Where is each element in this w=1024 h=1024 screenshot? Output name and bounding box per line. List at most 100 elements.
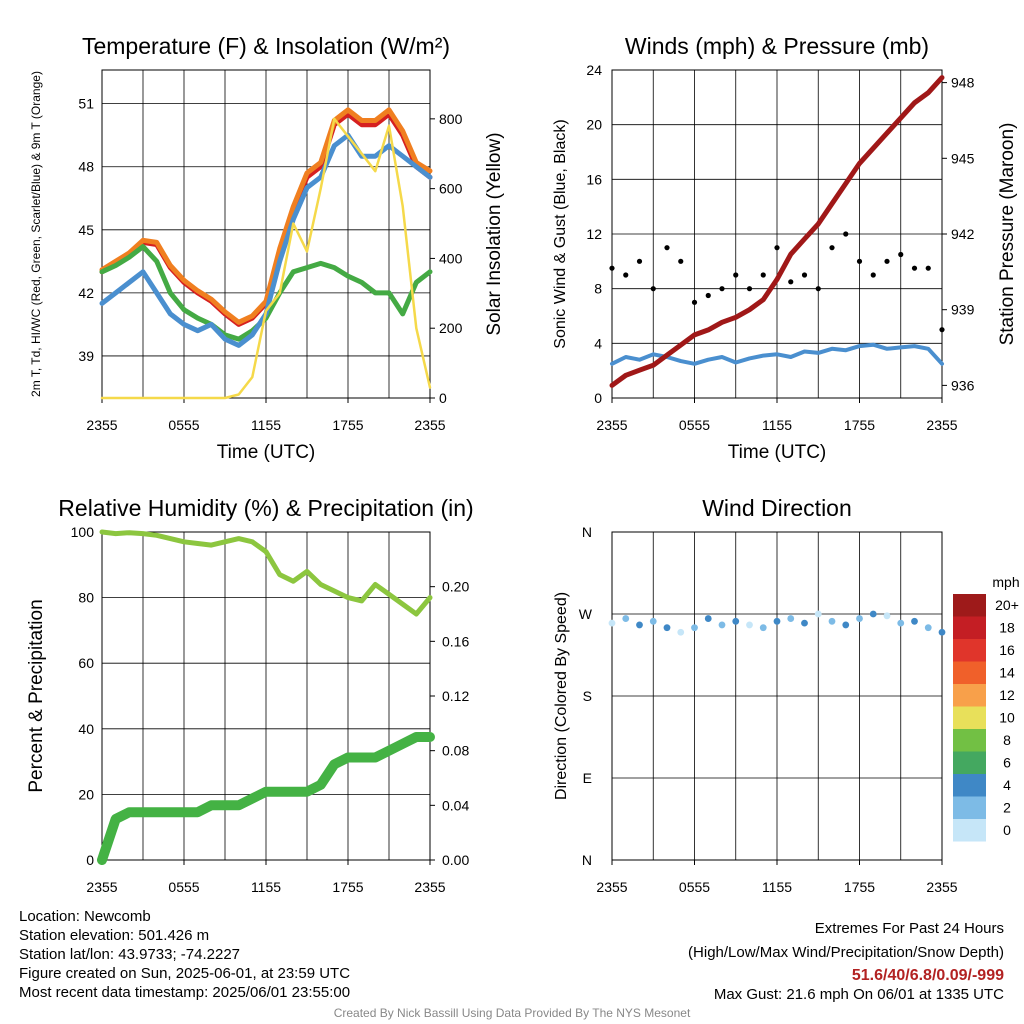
series-line-solar-insolation [100,117,432,400]
legend-label: 6 [1003,755,1011,771]
gust-point [636,258,643,264]
y-tick-label: E [583,770,592,786]
y-tick-label: 51 [78,96,94,112]
x-axis-label: Time (UTC) [728,442,827,463]
legend-label: 8 [1003,732,1011,748]
y-tick-label: 20 [78,786,94,802]
x-tick-label: 2355 [596,417,627,433]
gust-point [884,258,890,264]
max-gust-text: Max Gust: 21.6 mph On 06/01 at 1335 UTC [713,986,1004,1003]
credit-text: Created By Nick Bassill Using Data Provi… [333,1006,691,1020]
y-right-tick-label: 0.00 [442,852,469,868]
y-right-tick-label: 948 [951,75,975,91]
y-tick-label: 24 [586,62,602,78]
x-tick-label: 1155 [762,879,792,895]
x-axis-label: Time (UTC) [217,442,316,463]
y-tick-label: 60 [78,655,94,671]
chart-title: Temperature (F) & Insolation (W/m²) [82,33,450,59]
y-tick-label: 4 [594,335,602,351]
y-tick-label: 12 [586,226,602,242]
y-axis-label: 2m T, Td, HI/WC (Red, Green, Scarlet/Blu… [29,71,43,397]
x-tick-label: 0555 [168,879,199,895]
direction-point [787,615,795,622]
y-tick-label: N [582,524,592,540]
legend-label: 20+ [995,597,1019,613]
y-right-tick-label: 945 [951,150,975,166]
gust-point [664,245,670,251]
legend-swatch [953,774,986,797]
y-right-tick-label: 0.12 [442,688,469,704]
direction-point [608,619,616,627]
y-right-tick-label: 400 [439,250,463,266]
gust-point [911,265,918,271]
legend-swatch [953,616,986,639]
legend-swatch [953,751,986,774]
direction-point [663,624,671,632]
legend-swatch [953,706,986,729]
direction-point [842,621,850,629]
elevation-text: Station elevation: 501.426 m [19,927,210,944]
series-line-station-pressure [609,75,945,388]
y-tick-label: 0 [594,390,602,406]
legend-label: 2 [1003,800,1011,816]
legend-swatch [953,819,986,842]
y-tick-label: 45 [78,222,94,238]
direction-point [924,624,932,632]
y-tick-label: 40 [78,721,94,737]
direction-point [622,615,630,622]
x-tick-label: 2355 [596,879,627,895]
legend-label: 4 [1003,777,1011,793]
gust-point [691,299,698,305]
gust-point [746,286,753,292]
legend-label: 18 [999,620,1015,636]
y-tick-label: N [582,852,592,868]
y-right-tick-label: 800 [439,111,463,127]
y-tick-label: 0 [86,852,94,868]
gust-point [843,231,849,237]
legend-label: 16 [999,642,1015,658]
legend-swatch [953,594,986,617]
gust-point [623,272,629,278]
location-text: Location: Newcomb [19,908,151,925]
gust-point [774,245,780,251]
created-text: Figure created on Sun, 2025-06-01, at 23… [19,965,351,982]
extremes-subheading: (High/Low/Max Wind/Precipitation/Snow De… [688,944,1004,961]
x-tick-label: 1155 [762,417,792,433]
direction-point [938,628,946,636]
gust-point [609,265,615,271]
gust-point [939,327,945,333]
y-tick-label: 20 [586,117,602,133]
direction-point [677,628,685,636]
y-right-tick-label: 939 [951,302,975,318]
gust-point [856,258,863,264]
y-tick-label: 80 [78,590,94,606]
series-line-precipitation [97,732,435,865]
y-right-tick-label: 0.20 [442,579,469,595]
y-tick-label: 42 [78,285,94,301]
gust-point [788,279,794,285]
gust-point [650,286,656,292]
direction-point [718,621,726,629]
x-tick-label: 2355 [926,879,957,895]
x-tick-label: 0555 [168,417,199,433]
direction-point [732,617,740,625]
chart-title: Winds (mph) & Pressure (mb) [625,33,929,59]
station-info: Location: Newcomb Station elevation: 501… [19,907,350,1002]
legend-swatch [953,684,986,707]
gust-point [815,286,821,292]
x-tick-label: 2355 [926,417,957,433]
legend-swatch [953,796,986,819]
y-tick-label: 8 [594,281,602,297]
y-tick-label: W [579,606,593,622]
x-tick-label: 2355 [414,417,445,433]
direction-point [773,617,781,625]
x-tick-label: 1755 [332,879,363,895]
x-tick-label: 0555 [679,879,710,895]
y-right-tick-label: 0.08 [442,743,469,759]
y-tick-label: 39 [78,348,94,364]
legend-label: 10 [999,710,1015,726]
direction-point [759,624,767,632]
direction-point [649,617,657,625]
y-tick-label: 100 [71,524,95,540]
